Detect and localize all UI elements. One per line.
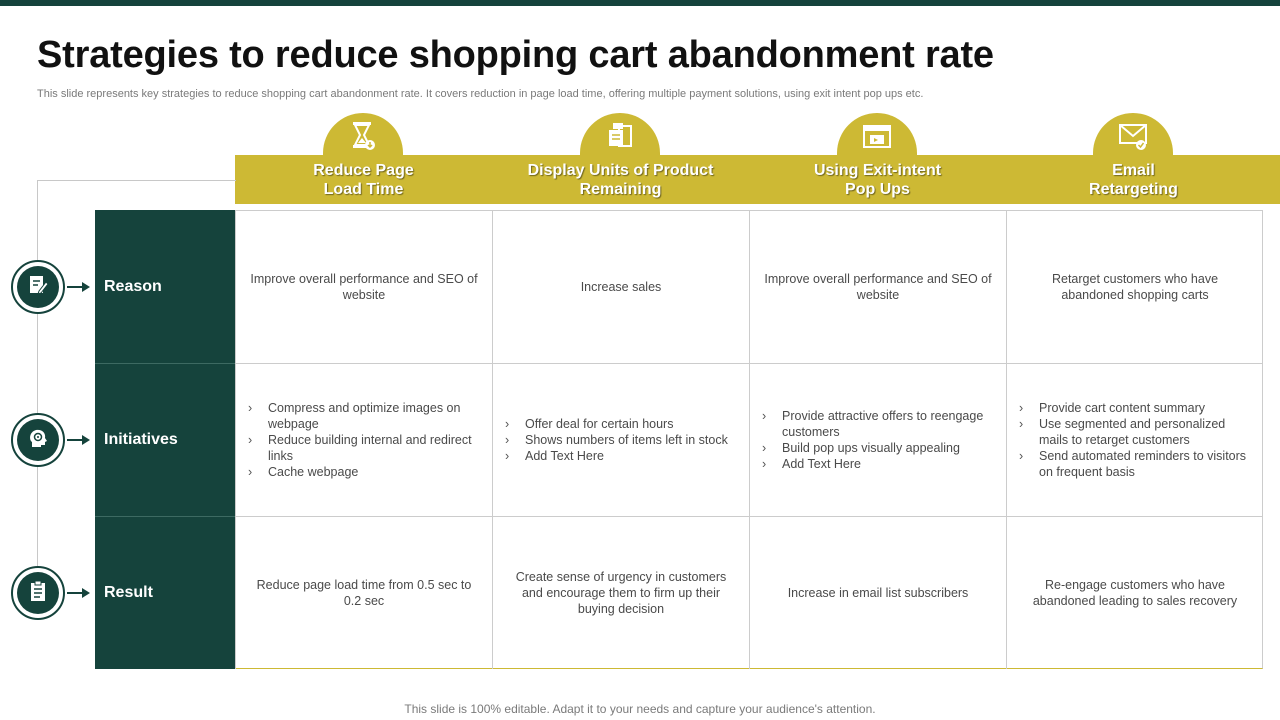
page-title: Strategies to reduce shopping cart aband… bbox=[37, 34, 994, 76]
list-item: Cache webpage bbox=[248, 464, 480, 480]
column-header-label: Using Exit-intent Pop Ups bbox=[813, 161, 942, 198]
list-item: Add Text Here bbox=[762, 456, 994, 472]
initiatives-list: Compress and optimize images on webpage … bbox=[248, 400, 480, 480]
list-item: Compress and optimize images on webpage bbox=[248, 400, 480, 432]
column-header-2: Display Units of Product Remaining bbox=[492, 155, 749, 204]
result-text: Create sense of urgency in customers and… bbox=[515, 570, 727, 616]
hourglass-icon bbox=[348, 120, 378, 152]
table-cell: Improve overall performance and SEO of w… bbox=[235, 210, 492, 363]
column-tab-4 bbox=[1093, 113, 1173, 155]
list-item: Provide attractive offers to reengage cu… bbox=[762, 408, 994, 440]
arrow-right-icon bbox=[67, 282, 90, 292]
table-cell: Create sense of urgency in customers and… bbox=[492, 516, 749, 669]
strategy-grid: Improve overall performance and SEO of w… bbox=[235, 210, 1263, 669]
column-header-1: Reduce Page Load Time bbox=[235, 155, 492, 204]
list-item: Provide cart content summary bbox=[1019, 400, 1251, 416]
top-accent-bar bbox=[0, 0, 1280, 6]
result-text: Re-engage customers who have abandoned l… bbox=[1032, 578, 1238, 608]
connector-line bbox=[37, 180, 236, 181]
head-gear-icon bbox=[27, 427, 49, 454]
initiatives-list: Provide attractive offers to reengage cu… bbox=[762, 408, 994, 472]
initiatives-list: Offer deal for certain hours Shows numbe… bbox=[505, 416, 737, 464]
row-icon-initiatives bbox=[11, 413, 65, 467]
table-cell: Increase in email list subscribers bbox=[749, 516, 1006, 669]
list-item: Shows numbers of items left in stock bbox=[505, 432, 737, 448]
table-cell: Offer deal for certain hours Shows numbe… bbox=[492, 363, 749, 516]
column-header-band bbox=[235, 155, 1280, 204]
table-cell: Re-engage customers who have abandoned l… bbox=[1006, 516, 1263, 669]
email-icon bbox=[1117, 120, 1149, 152]
table-cell: Improve overall performance and SEO of w… bbox=[749, 210, 1006, 363]
table-cell: Retarget customers who have abandoned sh… bbox=[1006, 210, 1263, 363]
connector-line bbox=[37, 180, 38, 594]
list-item: Use segmented and personalized mails to … bbox=[1019, 416, 1251, 448]
list-item: Build pop ups visually appealing bbox=[762, 440, 994, 456]
row-label-reason: Reason bbox=[104, 278, 162, 295]
row-label-initiatives: Initiatives bbox=[104, 431, 178, 448]
row-label-result: Result bbox=[104, 584, 153, 601]
row-divider bbox=[95, 363, 235, 364]
column-tab-2 bbox=[580, 113, 660, 155]
reason-text: Improve overall performance and SEO of w… bbox=[764, 272, 992, 302]
row-icon-result bbox=[11, 566, 65, 620]
list-item: Offer deal for certain hours bbox=[505, 416, 737, 432]
table-cell: Provide attractive offers to reengage cu… bbox=[749, 363, 1006, 516]
browser-popup-icon bbox=[861, 122, 893, 152]
column-header-label: Reduce Page Load Time bbox=[313, 161, 414, 198]
product-boxes-icon bbox=[605, 120, 635, 152]
page-subtitle: This slide represents key strategies to … bbox=[37, 88, 924, 100]
result-text: Reduce page load time from 0.5 sec to 0.… bbox=[256, 578, 472, 608]
result-text: Increase in email list subscribers bbox=[787, 586, 969, 600]
table-cell: Increase sales bbox=[492, 210, 749, 363]
table-cell: Compress and optimize images on webpage … bbox=[235, 363, 492, 516]
footer-note: This slide is 100% editable. Adapt it to… bbox=[404, 702, 876, 716]
reason-text: Retarget customers who have abandoned sh… bbox=[1051, 272, 1219, 302]
table-cell: Provide cart content summary Use segment… bbox=[1006, 363, 1263, 516]
column-header-4: Email Retargeting bbox=[1005, 155, 1262, 204]
initiatives-list: Provide cart content summary Use segment… bbox=[1019, 400, 1251, 480]
column-header-label: Email Retargeting bbox=[1089, 161, 1178, 198]
row-label-column bbox=[95, 210, 235, 669]
reason-text: Increase sales bbox=[580, 280, 662, 294]
row-icon-reason bbox=[11, 260, 65, 314]
column-tab-3 bbox=[837, 113, 917, 155]
row-divider bbox=[95, 516, 235, 517]
arrow-right-icon bbox=[67, 435, 90, 445]
column-header-3: Using Exit-intent Pop Ups bbox=[749, 155, 1006, 204]
document-edit-icon bbox=[27, 274, 49, 301]
column-header-label: Display Units of Product Remaining bbox=[527, 161, 714, 198]
list-item: Reduce building internal and redirect li… bbox=[248, 432, 480, 464]
list-item: Send automated reminders to visitors on … bbox=[1019, 448, 1251, 480]
reason-text: Improve overall performance and SEO of w… bbox=[250, 272, 478, 302]
arrow-right-icon bbox=[67, 588, 90, 598]
clipboard-checklist-icon bbox=[27, 580, 49, 607]
list-item: Add Text Here bbox=[505, 448, 737, 464]
table-cell: Reduce page load time from 0.5 sec to 0.… bbox=[235, 516, 492, 669]
column-tab-1 bbox=[323, 113, 403, 155]
